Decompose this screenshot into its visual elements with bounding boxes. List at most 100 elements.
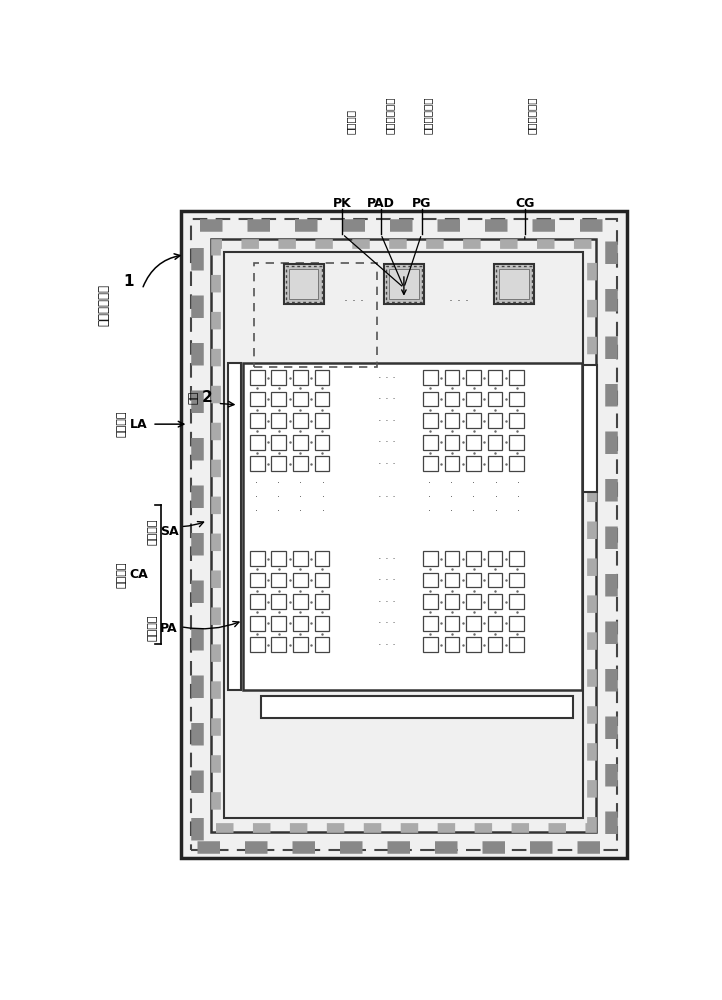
Bar	[227, 363, 241, 690]
Bar	[445, 637, 459, 652]
Bar	[286, 266, 321, 302]
Bar	[212, 239, 596, 832]
Bar	[293, 594, 308, 609]
Bar	[423, 413, 438, 428]
Bar	[510, 392, 524, 406]
Text: PK: PK	[333, 197, 352, 210]
Text: ·
·
·: · · ·	[277, 478, 280, 516]
Text: · · ·: · · ·	[378, 437, 396, 447]
Text: · · ·: · · ·	[378, 373, 396, 383]
Text: · · ·: · · ·	[378, 459, 396, 469]
Text: SA: SA	[160, 525, 178, 538]
Bar	[583, 365, 597, 492]
Text: 像素区域: 像素区域	[147, 615, 157, 641]
Bar	[315, 456, 329, 471]
Bar	[488, 370, 503, 385]
Bar	[488, 413, 503, 428]
Bar	[500, 269, 529, 299]
Bar	[494, 264, 534, 304]
Text: 周围区域: 周围区域	[147, 519, 157, 545]
Bar	[488, 456, 503, 471]
Text: · · ·: · · ·	[378, 597, 396, 607]
Bar	[191, 219, 617, 850]
Bar	[389, 269, 419, 299]
Text: · · ·: · · ·	[378, 640, 396, 650]
Bar	[510, 551, 524, 566]
Bar	[488, 616, 503, 631]
Bar	[510, 573, 524, 587]
Bar	[466, 573, 481, 587]
Bar	[510, 435, 524, 450]
Bar	[225, 252, 583, 818]
Text: · · ·: · · ·	[344, 295, 364, 308]
Bar	[423, 392, 438, 406]
Text: · · ·: · · ·	[449, 295, 469, 308]
Bar	[250, 370, 264, 385]
Bar	[250, 435, 264, 450]
Bar	[261, 696, 573, 718]
Bar	[293, 573, 308, 587]
Text: ·
·
·: · · ·	[495, 478, 497, 516]
Text: · · ·: · · ·	[378, 416, 396, 426]
Bar	[180, 211, 627, 858]
Bar	[315, 392, 329, 406]
Bar	[466, 370, 481, 385]
Bar	[315, 551, 329, 566]
Bar	[271, 616, 286, 631]
Bar	[445, 594, 459, 609]
Bar	[271, 573, 286, 587]
Text: 茈片区域: 茈片区域	[116, 561, 126, 588]
Bar	[293, 413, 308, 428]
Bar	[445, 551, 459, 566]
Bar	[423, 370, 438, 385]
Bar	[510, 370, 524, 385]
Bar	[315, 594, 329, 609]
Bar	[423, 435, 438, 450]
Bar	[466, 435, 481, 450]
Text: 1: 1	[123, 274, 134, 289]
Bar	[445, 392, 459, 406]
Bar	[271, 392, 286, 406]
Bar	[466, 392, 481, 406]
Bar	[216, 244, 592, 828]
Bar	[271, 594, 286, 609]
Bar	[510, 456, 524, 471]
Text: 划线区域: 划线区域	[116, 411, 126, 437]
Text: ·
·
·: · · ·	[255, 478, 258, 516]
Bar	[423, 456, 438, 471]
Bar	[488, 594, 503, 609]
Bar	[197, 225, 611, 847]
Text: ·
·
·: · · ·	[428, 478, 431, 516]
Bar	[315, 413, 329, 428]
Bar	[250, 616, 264, 631]
Text: CA: CA	[129, 568, 147, 581]
Text: LA: LA	[129, 418, 147, 431]
Text: 焉盘开口: 焉盘开口	[346, 109, 356, 134]
Text: 2: 2	[202, 390, 213, 405]
Text: ·
·
·: · · ·	[321, 478, 325, 516]
Bar	[293, 370, 308, 385]
Bar	[445, 616, 459, 631]
Bar	[271, 637, 286, 652]
Bar	[445, 435, 459, 450]
Text: ·
·
·: · · ·	[450, 478, 453, 516]
Bar	[423, 573, 438, 587]
Text: · · ·: · · ·	[378, 575, 396, 585]
Bar	[488, 637, 503, 652]
Bar	[293, 551, 308, 566]
Bar	[510, 594, 524, 609]
Bar	[250, 573, 264, 587]
Bar	[250, 456, 264, 471]
Text: · · ·: · · ·	[378, 394, 396, 404]
Bar	[466, 413, 481, 428]
Text: · · ·: · · ·	[378, 554, 396, 564]
Bar	[271, 413, 286, 428]
Bar	[423, 616, 438, 631]
Bar	[466, 637, 481, 652]
Bar	[510, 413, 524, 428]
Bar	[271, 456, 286, 471]
Bar	[466, 456, 481, 471]
Text: 电极焉盘部分: 电极焉盘部分	[385, 96, 395, 134]
Bar	[250, 637, 264, 652]
Bar	[250, 392, 264, 406]
